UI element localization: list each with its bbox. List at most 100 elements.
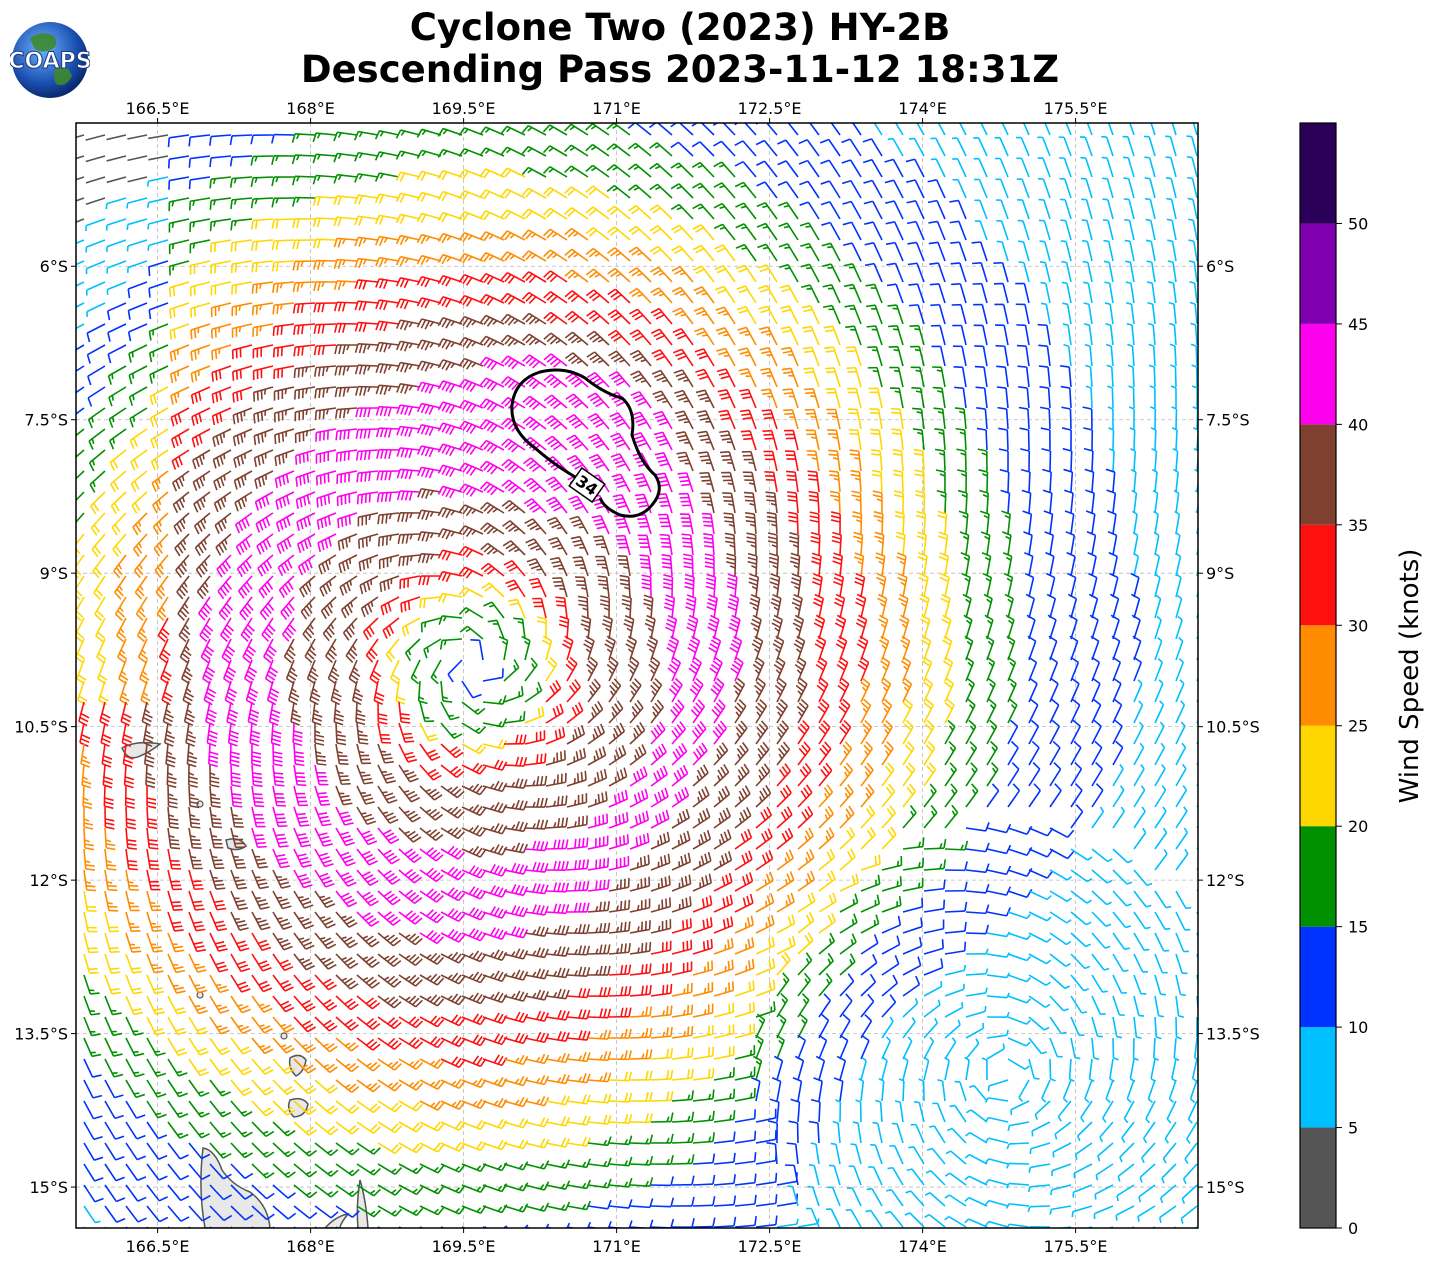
wind-barb (1018, 386, 1030, 409)
wind-barb (479, 231, 505, 242)
wind-barb (717, 389, 736, 409)
colorbar-bin-9 (1300, 223, 1336, 324)
wind-barb (847, 387, 862, 409)
wind-barb (1105, 322, 1114, 346)
wind-barb (884, 158, 904, 178)
wind-barb (1039, 240, 1051, 262)
wind-barb (106, 176, 127, 184)
wind-barb (274, 428, 295, 445)
wind-barb (1196, 932, 1198, 939)
wind-barb (827, 429, 841, 451)
wind-barb (1061, 427, 1072, 451)
wind-barb (437, 127, 463, 137)
wind-barb (565, 352, 589, 367)
wind-barb (354, 215, 379, 226)
wind-barb (76, 155, 85, 160)
wind-barb (1086, 123, 1093, 136)
wind-barb (76, 134, 85, 139)
wind-barb (756, 181, 778, 199)
wind-barb (1188, 260, 1198, 283)
wind-barb (88, 449, 106, 472)
wind-barb (777, 123, 799, 136)
wind-barb (190, 323, 211, 340)
wind-barb (231, 302, 253, 317)
wind-barb (126, 197, 148, 209)
wind-barb (1102, 218, 1114, 241)
wind-barb (190, 386, 211, 405)
wind-barb (777, 180, 799, 199)
wind-barb (479, 189, 505, 200)
colorbar-tick-label-6: 30 (1348, 616, 1368, 635)
wind-barb (566, 434, 589, 451)
wind-barb (229, 176, 253, 188)
wind-barb (891, 428, 904, 451)
wind-barb (870, 428, 883, 451)
wind-barb (148, 302, 169, 320)
wind-barb (1060, 385, 1072, 409)
wind-barb (542, 166, 568, 178)
wind-barb (802, 346, 820, 367)
wind-barb (192, 470, 211, 491)
wind-barb (312, 217, 337, 228)
wind-barb (585, 164, 610, 178)
wind-barb (375, 405, 400, 417)
lon-tick-label-bottom-5: 174°E (898, 1237, 947, 1256)
wind-barb (779, 263, 799, 283)
wind-barb (146, 176, 169, 187)
wind-barb (395, 255, 421, 267)
wind-barb (521, 145, 547, 157)
wind-barb (437, 359, 463, 371)
wind-barb (671, 266, 694, 283)
wind-barb (843, 263, 862, 283)
wind-barb (1146, 281, 1156, 304)
wind-barb (254, 491, 274, 511)
colorbar-label: Wind Speed (knots) (1395, 549, 1425, 804)
wind-barb (85, 218, 106, 232)
wind-barb (355, 428, 379, 439)
wind-barb (1166, 218, 1177, 241)
wind-barb (127, 155, 148, 162)
wind-barb (951, 283, 967, 304)
wind-barb (654, 451, 673, 472)
wind-barb (272, 281, 295, 294)
wind-barb (208, 134, 232, 146)
wind-barb (168, 176, 190, 190)
wind-barb (779, 305, 799, 325)
lat-tick-label-right-4: 12°S (1206, 871, 1245, 890)
wind-barb (437, 338, 463, 350)
wind-barb (649, 225, 673, 241)
wind-barb (804, 408, 820, 430)
wind-barb (315, 428, 337, 442)
wind-barb (758, 326, 778, 346)
wind-barb (739, 388, 757, 409)
wind-barb (629, 308, 652, 325)
wind-barb (671, 286, 694, 304)
wind-barb (937, 123, 946, 136)
wind-barb (998, 427, 1009, 451)
wind-barb (846, 366, 862, 388)
wind-barb (521, 229, 547, 241)
wind-barb (905, 158, 925, 178)
wind-barb (271, 239, 295, 251)
wind-barb (109, 449, 127, 472)
wind-barb (272, 344, 295, 358)
wind-barb (416, 318, 442, 330)
wind-barb (522, 457, 547, 473)
wind-barb (713, 140, 736, 157)
wind-barb (214, 512, 232, 534)
wind-barb (1084, 323, 1093, 346)
wind-barb (313, 344, 337, 356)
wind-barb (804, 388, 820, 409)
wind-barb (312, 174, 337, 185)
wind-barb (564, 123, 589, 136)
wind-barb (713, 161, 736, 178)
wind-barb (1040, 281, 1051, 304)
wind-barb (233, 470, 253, 490)
wind-barb (315, 470, 337, 486)
wind-barb (210, 323, 232, 339)
wind-barb (821, 242, 841, 262)
wind-barb (865, 304, 883, 325)
wind-barb (543, 332, 568, 346)
wind-barb (712, 123, 736, 136)
